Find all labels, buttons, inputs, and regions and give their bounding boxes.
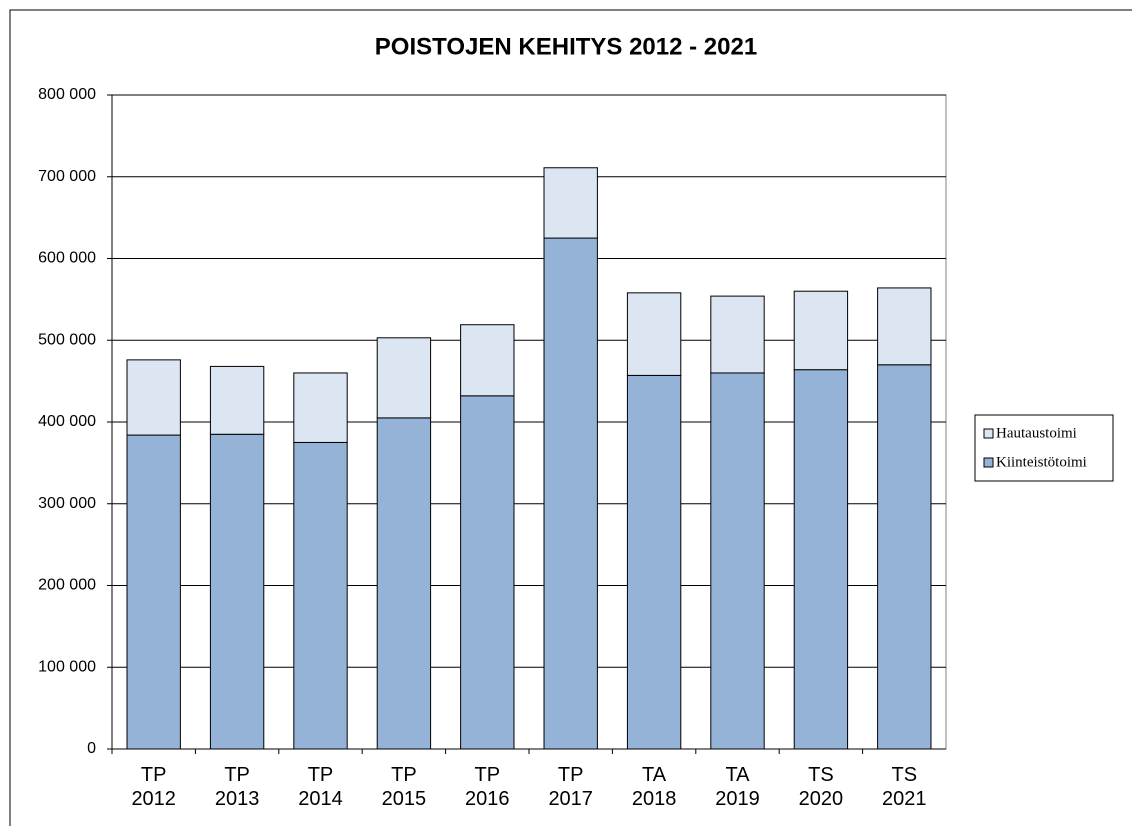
x-tick-label: TP 2017 [548,764,593,810]
y-tick-label: 300 000 [38,495,96,512]
y-tick-label: 700 000 [38,168,96,185]
bar-segment [126,359,181,436]
x-tick-label: TP 2014 [298,764,343,810]
bar-segment [376,337,432,419]
legend-label: Hautaustoimi [996,425,1077,441]
legend-swatch [983,428,994,439]
bar-segment [209,433,265,750]
x-tick-label: TS 2020 [798,764,844,810]
x-tick-label: TA 2019 [715,764,760,810]
y-tick-label: 600 000 [38,250,96,267]
bar-segment [543,167,598,239]
bar-segment [293,372,348,443]
x-tick-label: TP 2015 [381,764,427,810]
bar-segment [543,237,598,750]
bar-segment [626,292,682,376]
legend-swatch [983,457,994,468]
chart-frame [9,9,1132,826]
y-tick-label: 400 000 [38,413,96,430]
x-tick-label: TA 2018 [631,764,677,810]
legend-box [974,414,1114,482]
legend-label: Kiinteistötoimi [996,454,1087,470]
bar-segment [460,324,515,397]
y-tick-label: 500 000 [38,331,96,348]
bar-segment [710,295,765,374]
bar-segment [626,374,682,750]
bar-segment [877,287,932,366]
bar-segment [376,417,432,750]
y-tick-label: 100 000 [38,658,96,675]
bar-segment [793,369,849,750]
chart-title: POISTOJEN KEHITYS 2012 - 2021 [375,33,757,60]
x-tick-label: TP 2016 [465,764,510,810]
bar-segment [460,395,515,750]
bar-segment [710,372,765,750]
bar-segment [126,434,181,750]
y-tick-label: 200 000 [38,577,96,594]
x-tick-label: TP 2013 [214,764,260,810]
x-tick-label: TS 2021 [882,764,927,810]
bar-segment [877,364,932,750]
x-tick-label: TP 2012 [131,764,176,810]
bar-segment [293,441,348,750]
bar-segment [209,365,265,435]
y-tick-label: 800 000 [38,86,96,103]
bar-segment [793,290,849,371]
y-tick-label: 0 [87,740,96,757]
